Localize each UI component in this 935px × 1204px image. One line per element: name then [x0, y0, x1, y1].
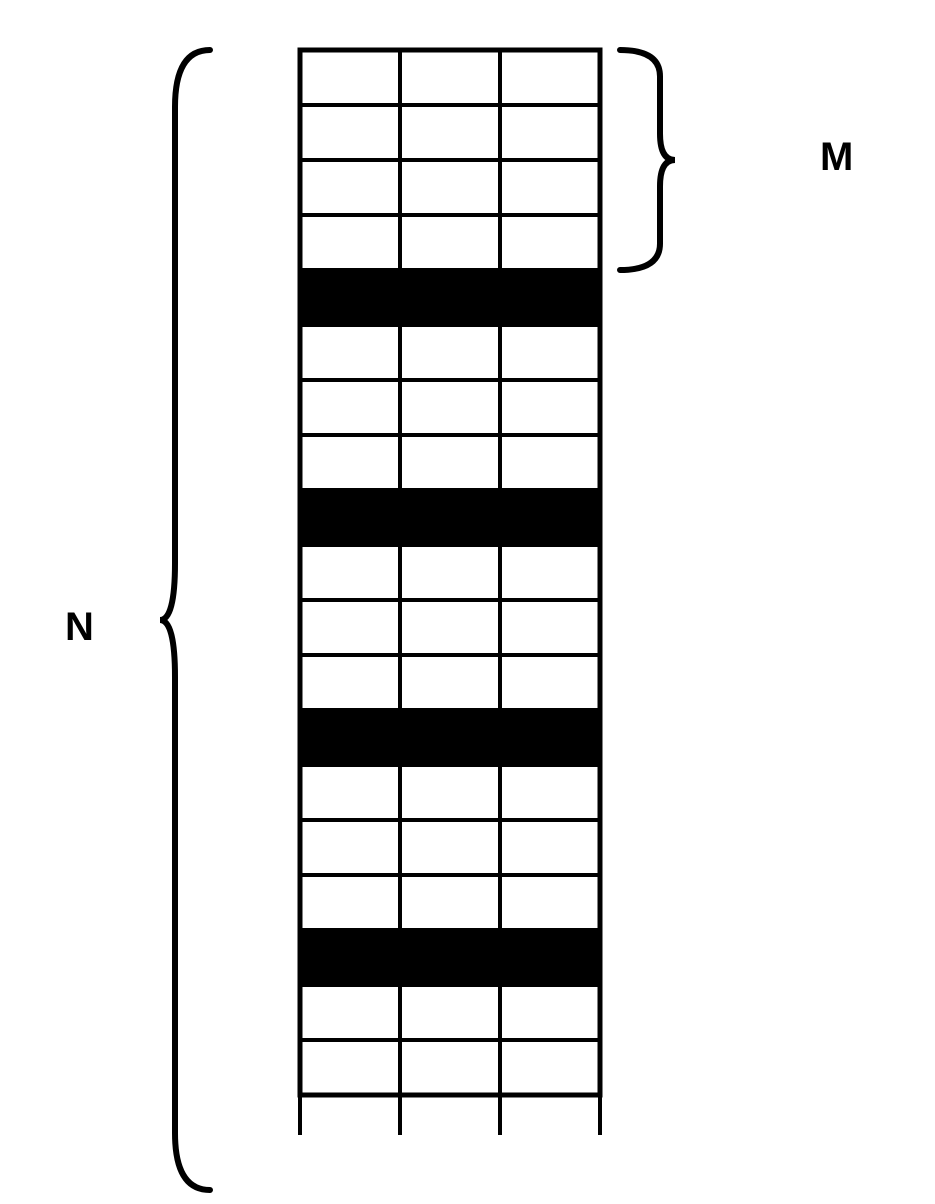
table-row [300, 710, 600, 765]
table-row [300, 545, 600, 600]
table-row [300, 985, 600, 1040]
table-row [300, 765, 600, 820]
table-row [300, 380, 600, 435]
table-row [300, 270, 600, 325]
table-row [300, 325, 600, 380]
table-row [300, 600, 600, 655]
table-row [300, 490, 600, 545]
label-n: N [65, 605, 94, 650]
diagram-svg [0, 0, 935, 1204]
table-row [300, 1040, 600, 1095]
label-m: M [820, 135, 853, 180]
table-row [300, 160, 600, 215]
table-row [300, 930, 600, 985]
table-row [300, 50, 600, 105]
brace-m [620, 50, 675, 270]
table-row [300, 105, 600, 160]
table-row [300, 215, 600, 270]
brace-n [160, 50, 210, 1190]
table-row [300, 820, 600, 875]
table-row [300, 435, 600, 490]
table-row [300, 655, 600, 710]
table-row [300, 875, 600, 930]
